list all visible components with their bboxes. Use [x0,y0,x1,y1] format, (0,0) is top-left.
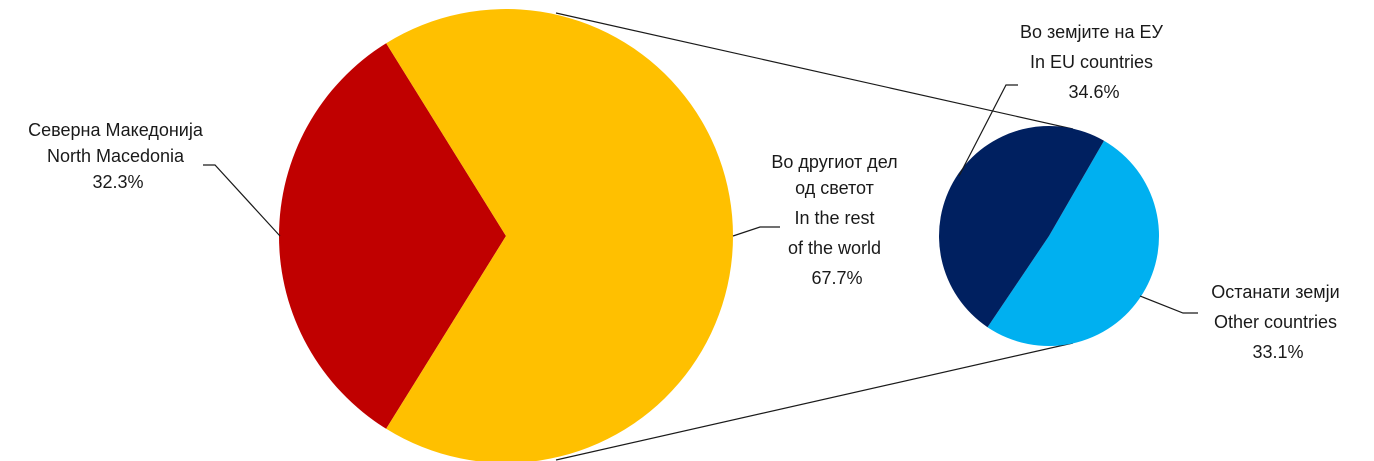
secondary-pie [939,126,1160,347]
label-eu-value: 34.6% [1068,82,1119,102]
label-north-macedonia-mk: Северна Македонија [28,120,204,140]
label-other-mk: Останати земји [1211,282,1339,302]
connector-bottom [555,342,1074,461]
label-rest-line3: In the rest [794,208,874,228]
label-north-macedonia-value: 32.3% [92,172,143,192]
slice-north-macedonia [279,43,506,429]
label-rest-of-world: Во другиот дел од светот In the rest of … [771,152,902,288]
label-eu-en: In EU countries [1030,52,1153,72]
leader-eu-countries [958,84,1018,177]
leader-lines [203,84,1198,314]
main-pie [279,9,733,461]
label-rest-line1: Во другиот дел [771,152,897,172]
slice-eu-countries [939,126,1104,328]
label-eu-mk: Во земјите на ЕУ [1020,22,1164,42]
leader-other-countries [1139,295,1198,314]
slice-other-countries [987,140,1160,347]
label-eu-countries: Во земјите на ЕУ In EU countries 34.6% [1020,22,1168,102]
connector-lines [555,12,1074,461]
slice-rest-of-world [386,9,733,461]
label-other-en: Other countries [1214,312,1337,332]
connector-top [555,12,1074,130]
label-rest-line4: of the world [788,238,881,258]
label-rest-line2: од светот [795,178,874,198]
label-other-countries: Останати земји Other countries 33.1% [1211,282,1344,362]
leader-north-macedonia [203,164,281,237]
leader-rest-of-world [732,226,780,237]
label-north-macedonia: Северна Македонија North Macedonia 32.3% [28,120,208,192]
label-north-macedonia-en: North Macedonia [47,146,185,166]
label-rest-value: 67.7% [811,268,862,288]
label-other-value: 33.1% [1252,342,1303,362]
